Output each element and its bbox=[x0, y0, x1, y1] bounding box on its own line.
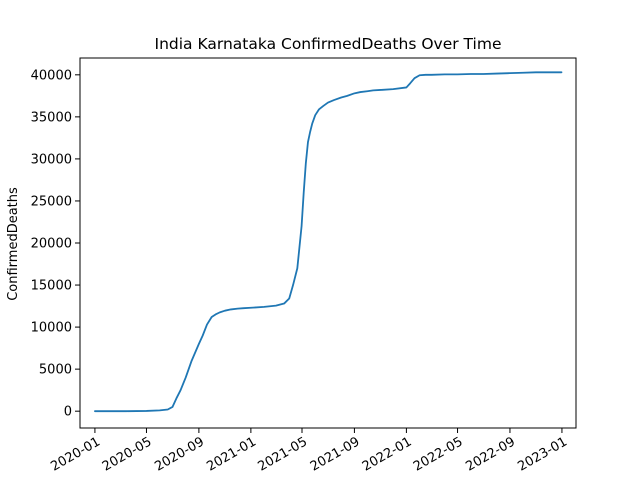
y-axis-title: ConfirmedDeaths bbox=[6, 187, 21, 301]
x-axis: 2020-012020-052020-092021-012021-052021-… bbox=[48, 428, 570, 475]
x-tick-label: 2021-01 bbox=[204, 434, 259, 474]
x-tick-label: 2021-05 bbox=[255, 434, 310, 474]
chart-title: India Karnataka ConfirmedDeaths Over Tim… bbox=[155, 35, 502, 53]
y-tick-label: 30000 bbox=[31, 152, 72, 167]
x-tick-label: 2021-09 bbox=[308, 434, 363, 474]
y-tick-label: 10000 bbox=[31, 321, 72, 336]
plot-area bbox=[94, 71, 563, 413]
y-tick-label: 0 bbox=[64, 405, 72, 420]
y-tick-label: 20000 bbox=[31, 237, 72, 252]
x-tick-label: 2020-01 bbox=[48, 434, 103, 474]
y-tick-label: 15000 bbox=[31, 279, 72, 294]
x-tick-label: 2020-05 bbox=[100, 434, 155, 474]
series-line bbox=[94, 71, 563, 413]
x-tick-label: 2022-01 bbox=[360, 434, 415, 474]
y-axis: 0 5000 10000 15000 20000 25000 30000 35000 40000 bbox=[31, 68, 80, 420]
x-tick-label: 2022-05 bbox=[411, 434, 466, 474]
x-tick-label: 2023-01 bbox=[515, 434, 570, 474]
x-tick-label: 2022-09 bbox=[463, 434, 518, 474]
y-tick-label: 40000 bbox=[31, 68, 72, 83]
y-tick-label: 5000 bbox=[39, 363, 72, 378]
y-tick-label: 35000 bbox=[31, 110, 72, 125]
plot-frame bbox=[79, 57, 577, 429]
x-tick-label: 2020-09 bbox=[152, 434, 207, 474]
y-tick-label: 25000 bbox=[31, 194, 72, 209]
